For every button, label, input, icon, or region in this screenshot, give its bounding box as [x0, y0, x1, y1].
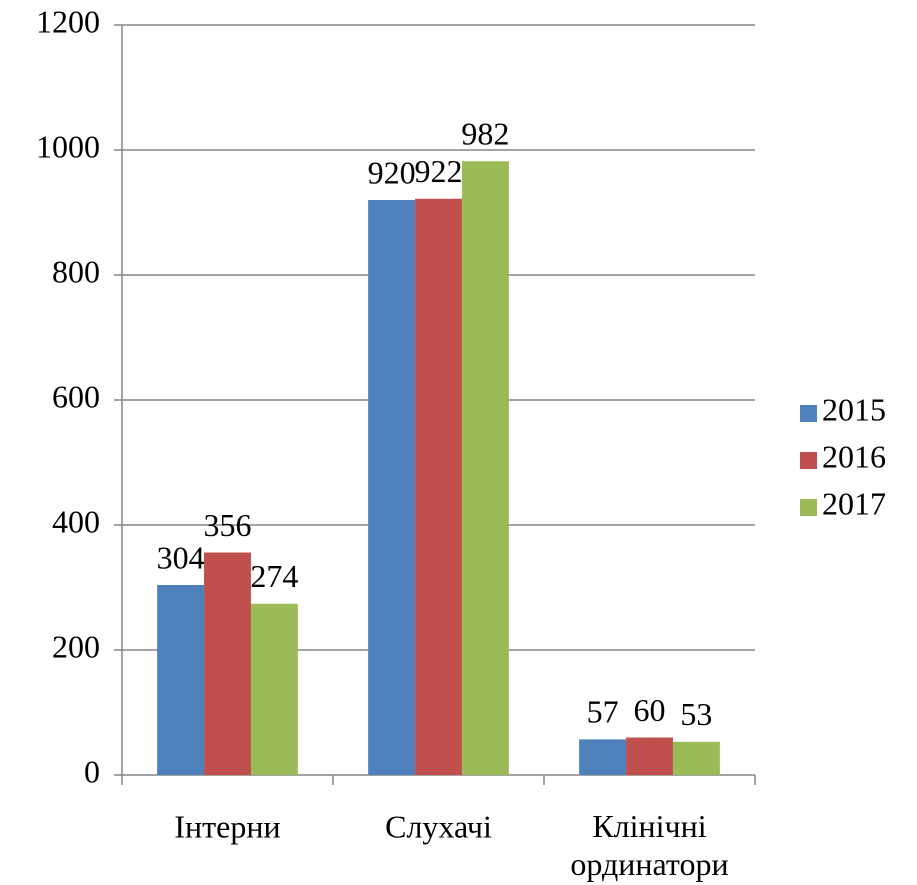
y-tick-label: 600	[52, 378, 100, 414]
data-label: 920	[368, 154, 416, 190]
bar	[157, 585, 205, 775]
legend-label: 2015	[822, 391, 886, 427]
legend-swatch	[800, 452, 817, 469]
data-label: 274	[250, 558, 298, 594]
y-tick-label: 800	[52, 253, 100, 289]
y-tick-label: 1000	[36, 128, 100, 164]
x-tick-label: Інтерни	[174, 808, 280, 844]
bar	[579, 739, 627, 775]
legend-label: 2016	[822, 438, 886, 474]
bar	[368, 200, 416, 775]
data-label: 60	[634, 692, 666, 728]
legend-swatch	[800, 405, 817, 422]
y-tick-label: 400	[52, 503, 100, 539]
data-label: 922	[415, 153, 463, 189]
data-label: 356	[204, 507, 252, 543]
legend-label: 2017	[822, 485, 886, 521]
bar	[672, 741, 720, 775]
y-tick-label: 1200	[36, 3, 100, 39]
bar	[250, 603, 298, 775]
data-label: 304	[157, 539, 205, 575]
data-label: 982	[461, 116, 509, 152]
data-label: 57	[587, 694, 619, 730]
x-tick-label: Клінічні ординатори	[570, 808, 728, 882]
x-tick-label: Слухачі	[385, 808, 492, 844]
bar	[415, 198, 462, 775]
data-label: 53	[680, 696, 712, 732]
bar	[204, 552, 251, 775]
y-tick-label: 0	[84, 753, 100, 789]
bar	[626, 737, 673, 775]
bar	[461, 161, 509, 775]
y-tick-label: 200	[52, 628, 100, 664]
legend-swatch	[800, 499, 817, 516]
